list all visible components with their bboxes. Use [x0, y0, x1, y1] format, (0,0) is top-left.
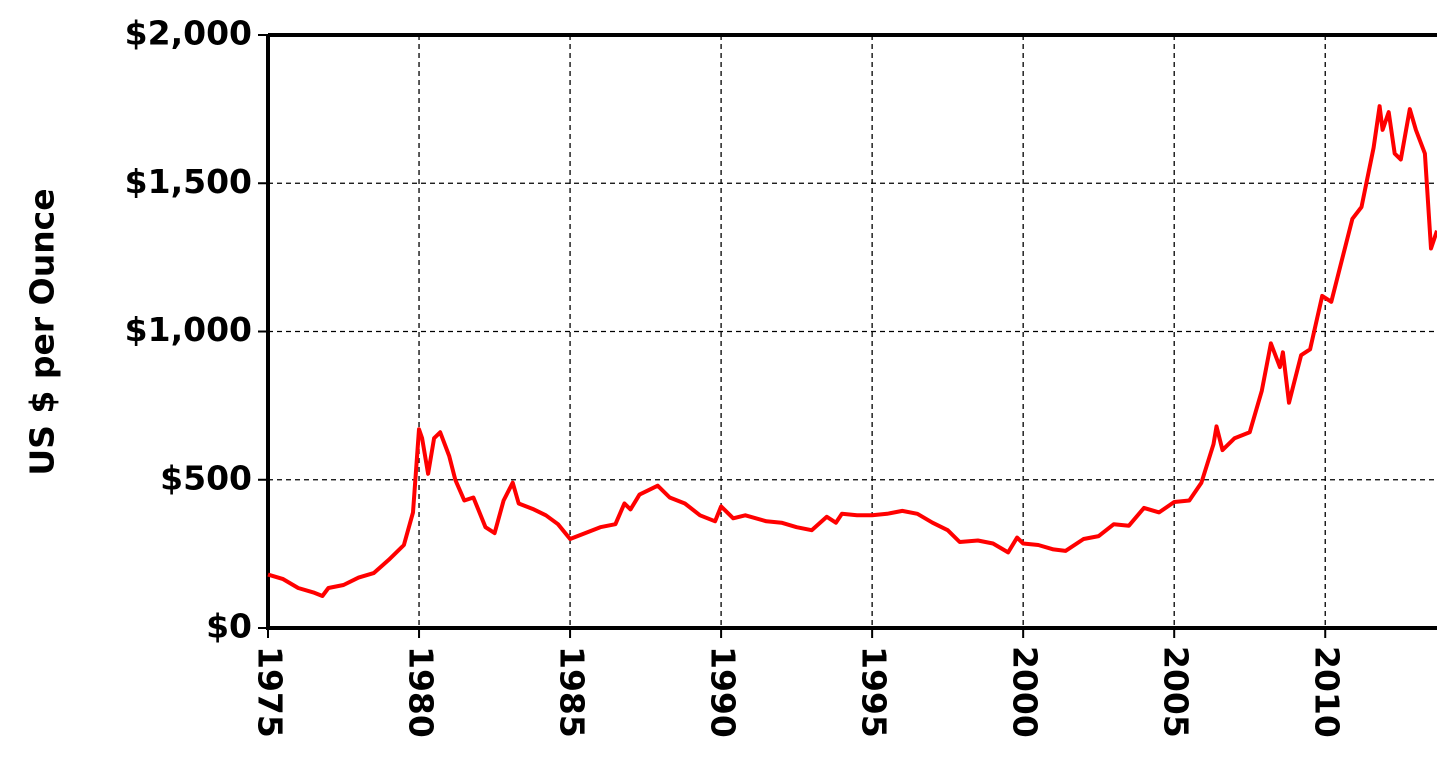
x-tick-label: 1980 [402, 646, 441, 738]
x-tick-label: 2000 [1006, 646, 1045, 738]
x-tick-label: 1975 [251, 646, 290, 738]
x-tick-label: 2010 [1308, 646, 1347, 738]
plot-frame [266, 33, 1437, 630]
y-axis-label: US $ per Ounce [23, 188, 62, 475]
x-tick-label: 1990 [704, 646, 743, 738]
x-tick-label: 1985 [553, 646, 592, 738]
y-tick-label: $1,000 [125, 310, 252, 349]
x-tick-label: 2005 [1157, 646, 1196, 738]
y-tick-label: $0 [206, 607, 252, 646]
y-tick-label: $1,500 [125, 162, 252, 201]
x-tick-label: 1995 [855, 646, 894, 738]
y-tick-label: $2,000 [125, 14, 252, 53]
line-series [267, 104, 1437, 598]
y-tick-label: $500 [160, 458, 252, 497]
